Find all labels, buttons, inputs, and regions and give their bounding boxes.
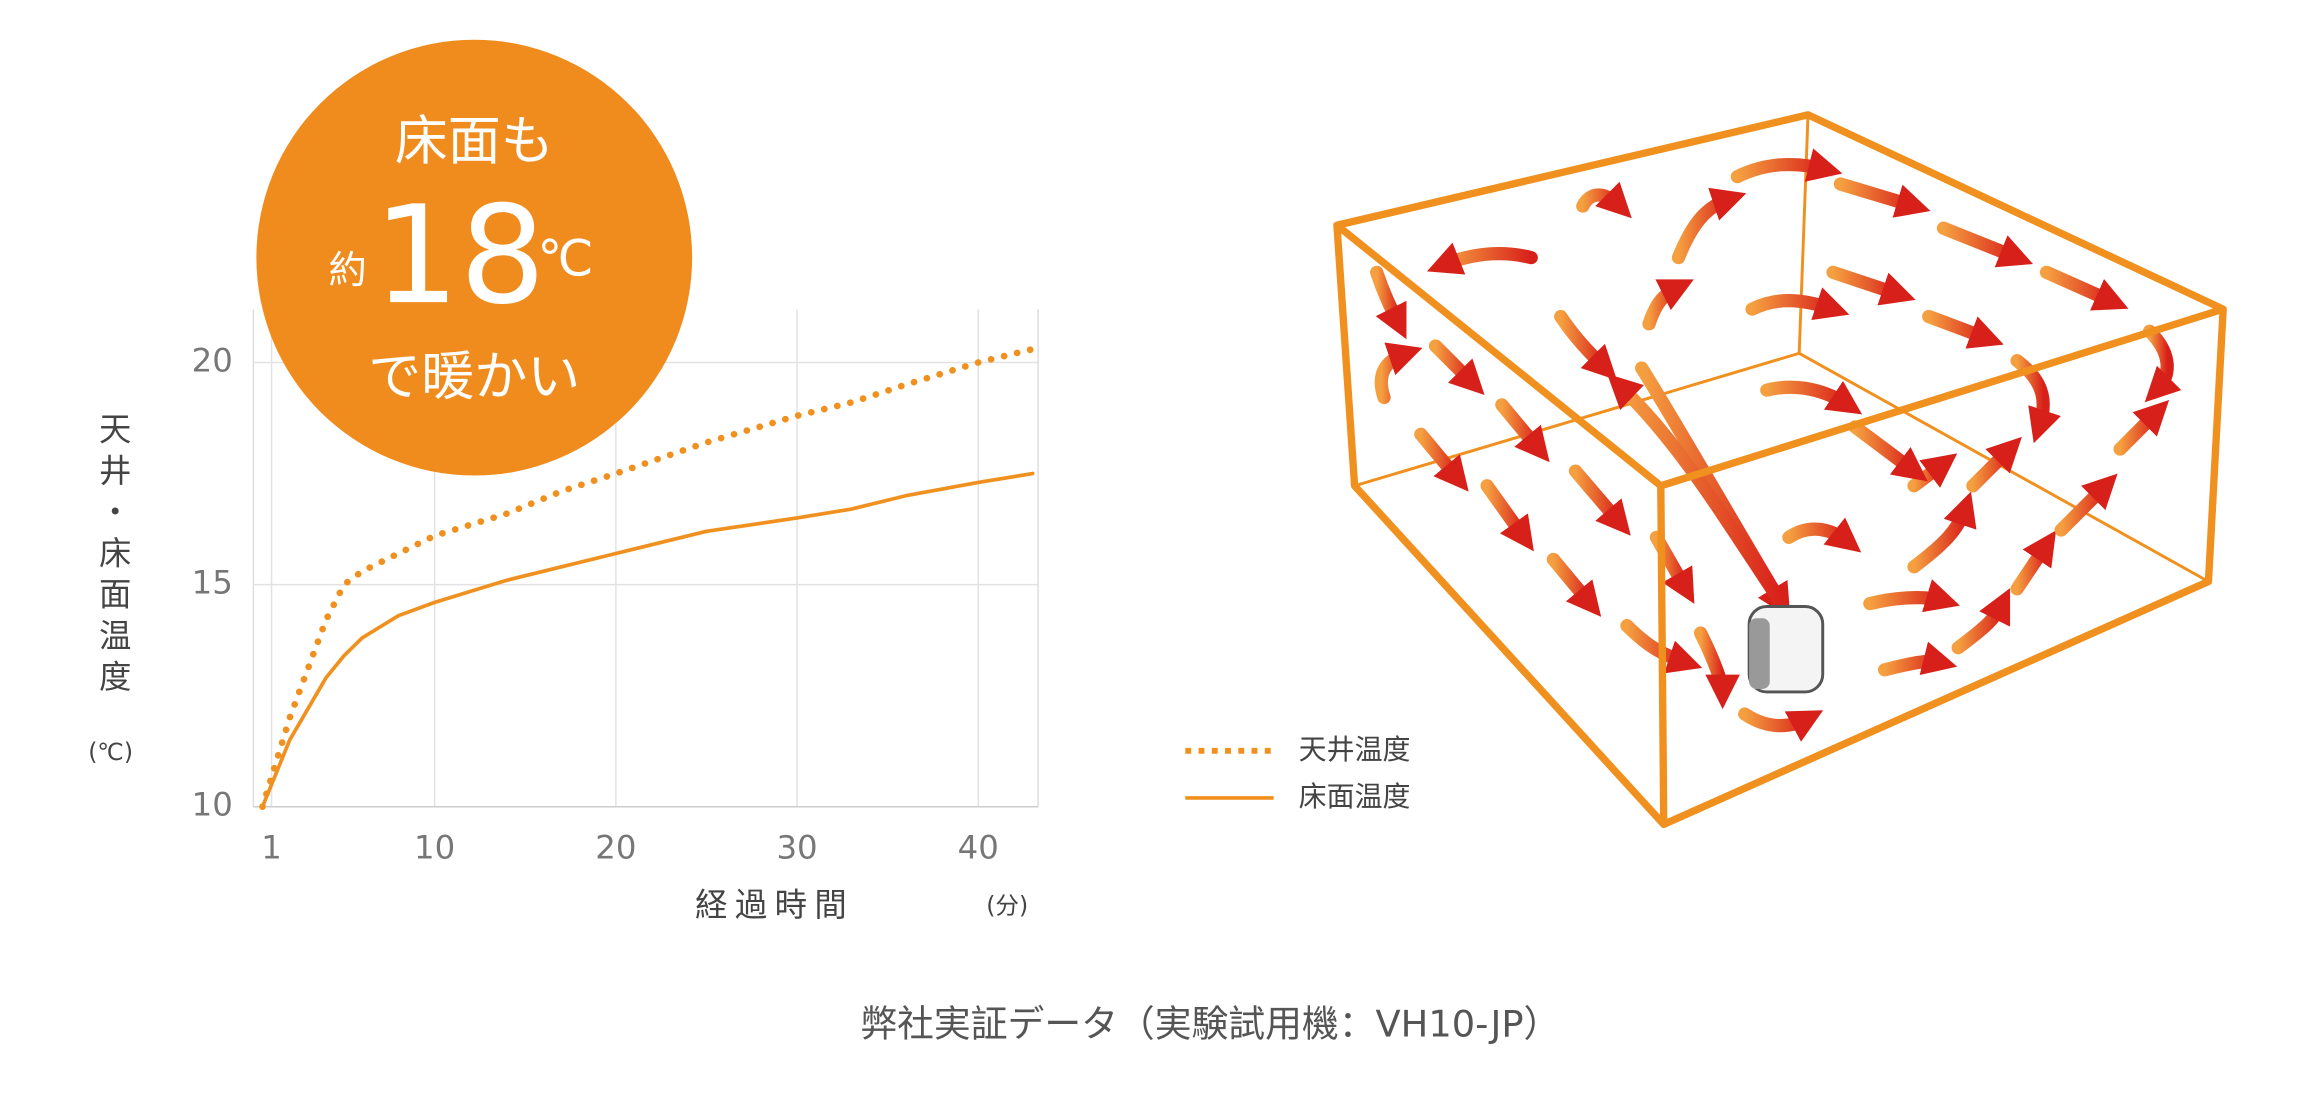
x-axis-label: 経過時間 bbox=[695, 886, 854, 924]
badge-line1: 床面も bbox=[395, 111, 554, 172]
badge bbox=[256, 39, 693, 476]
x-tick-label: 40 bbox=[958, 828, 999, 866]
room-illustration bbox=[1333, 111, 2227, 829]
x-axis-unit: (分) bbox=[986, 891, 1028, 919]
badge-line3: で暖かい bbox=[368, 346, 580, 407]
y-tick-label: 20 bbox=[192, 341, 233, 379]
y-axis-label: 天井・床面温度 bbox=[94, 412, 132, 700]
badge-unit: ℃ bbox=[537, 230, 593, 288]
x-tick-label: 10 bbox=[414, 828, 455, 866]
y-axis-unit: (℃) bbox=[88, 738, 133, 766]
series-line bbox=[260, 471, 1035, 809]
x-tick-label: 30 bbox=[776, 828, 817, 866]
x-tick-label: 20 bbox=[595, 828, 636, 866]
y-tick-label: 10 bbox=[192, 786, 233, 824]
y-tick-label: 15 bbox=[192, 564, 233, 602]
caption: 弊社実証データ（実験試用機：VH10-JP） bbox=[860, 1003, 1560, 1046]
legend-label: 床面温度 bbox=[1299, 780, 1411, 813]
legend-label: 天井温度 bbox=[1299, 733, 1411, 766]
x-tick-label: 1 bbox=[261, 828, 282, 866]
plot-area: 10 15 20 1 10 20 30 40 bbox=[192, 309, 1039, 866]
series-line bbox=[259, 345, 1036, 811]
badge-number: 18 bbox=[373, 176, 545, 334]
badge-prefix: 約 bbox=[329, 248, 367, 293]
